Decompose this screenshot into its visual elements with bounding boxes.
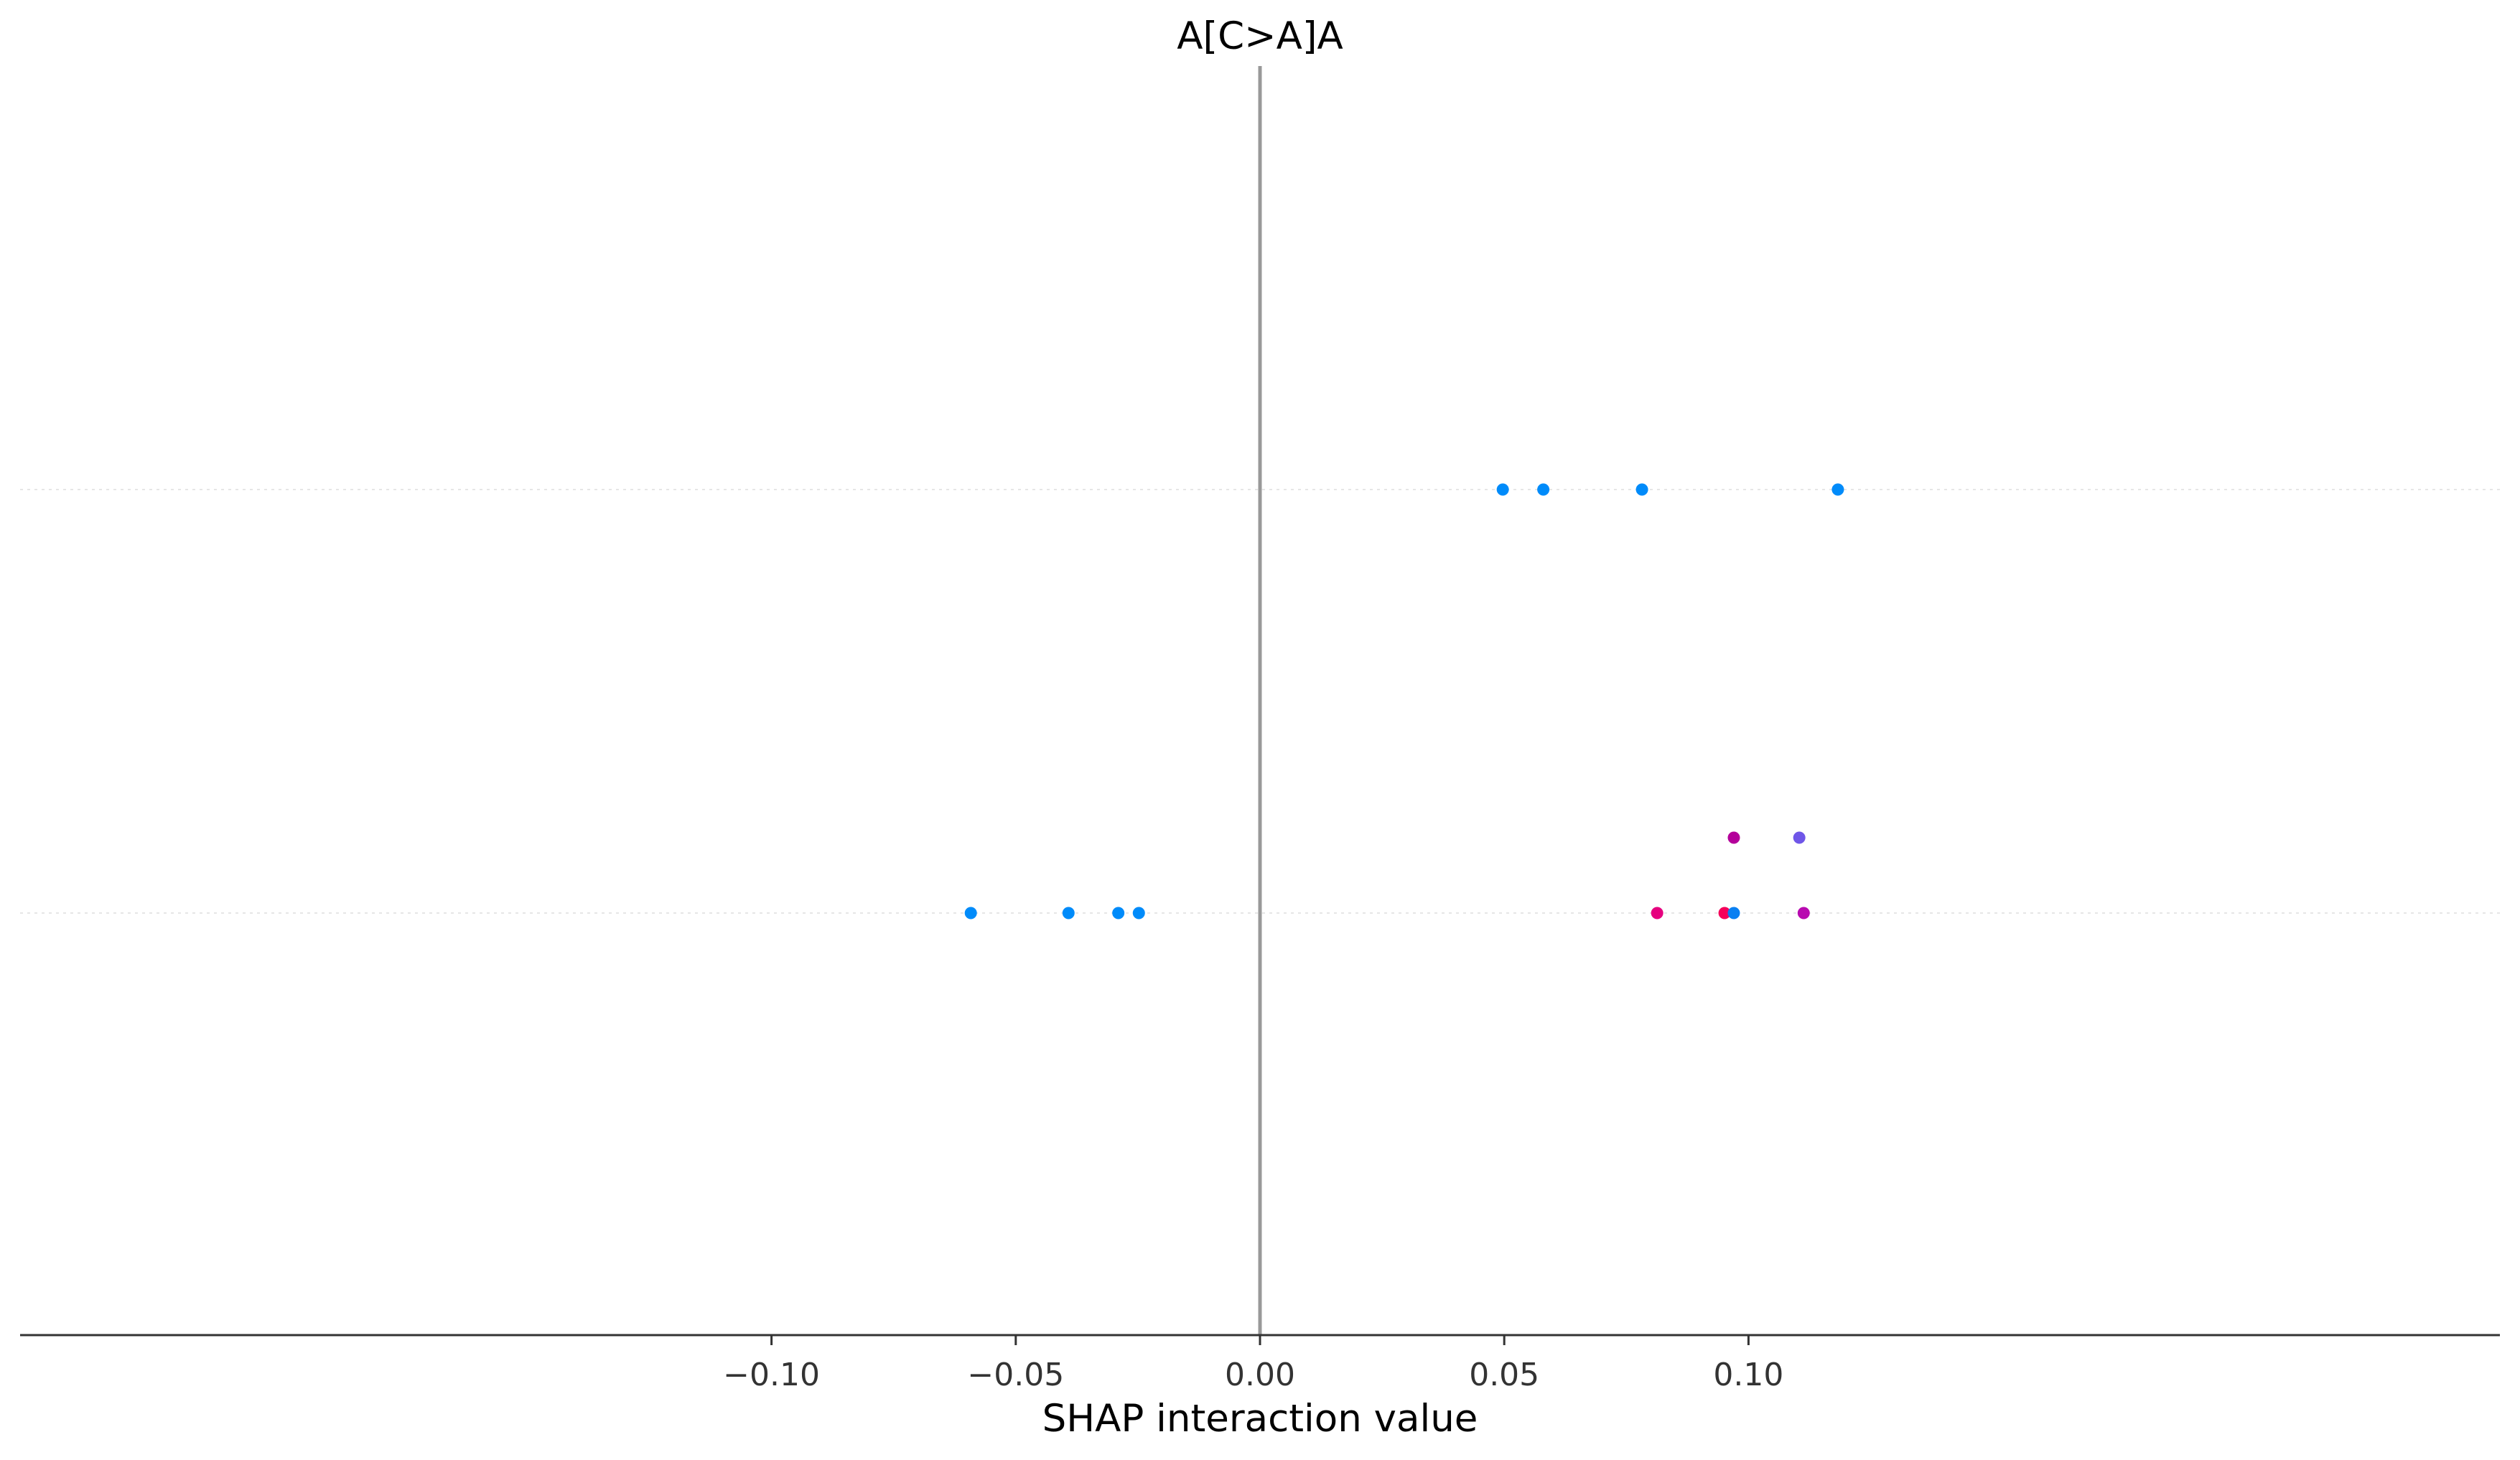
chart-title: A[C>A]A [1177,14,1343,58]
data-point [1651,907,1663,919]
x-tick-label: 0.00 [1225,1357,1295,1393]
x-axis-ticks: −0.10 −0.05 0.00 0.05 0.10 [723,1335,1783,1393]
data-point [1727,831,1740,844]
data-point [1635,483,1648,496]
data-point [1537,483,1550,496]
data-point [1496,483,1509,496]
data-point [1727,907,1740,919]
x-tick-label: −0.10 [723,1357,820,1393]
data-point [1797,907,1810,919]
x-tick-label: −0.05 [967,1357,1064,1393]
data-point [1132,907,1145,919]
x-axis-label: SHAP interaction value [1042,1397,1478,1441]
data-point [1112,907,1125,919]
scatter-points [964,483,1844,919]
data-point [1062,907,1075,919]
data-point [1793,831,1806,844]
x-tick-label: 0.05 [1469,1357,1539,1393]
data-point [964,907,977,919]
x-tick-label: 0.10 [1713,1357,1783,1393]
data-point [1718,907,1731,919]
data-point [1831,483,1844,496]
